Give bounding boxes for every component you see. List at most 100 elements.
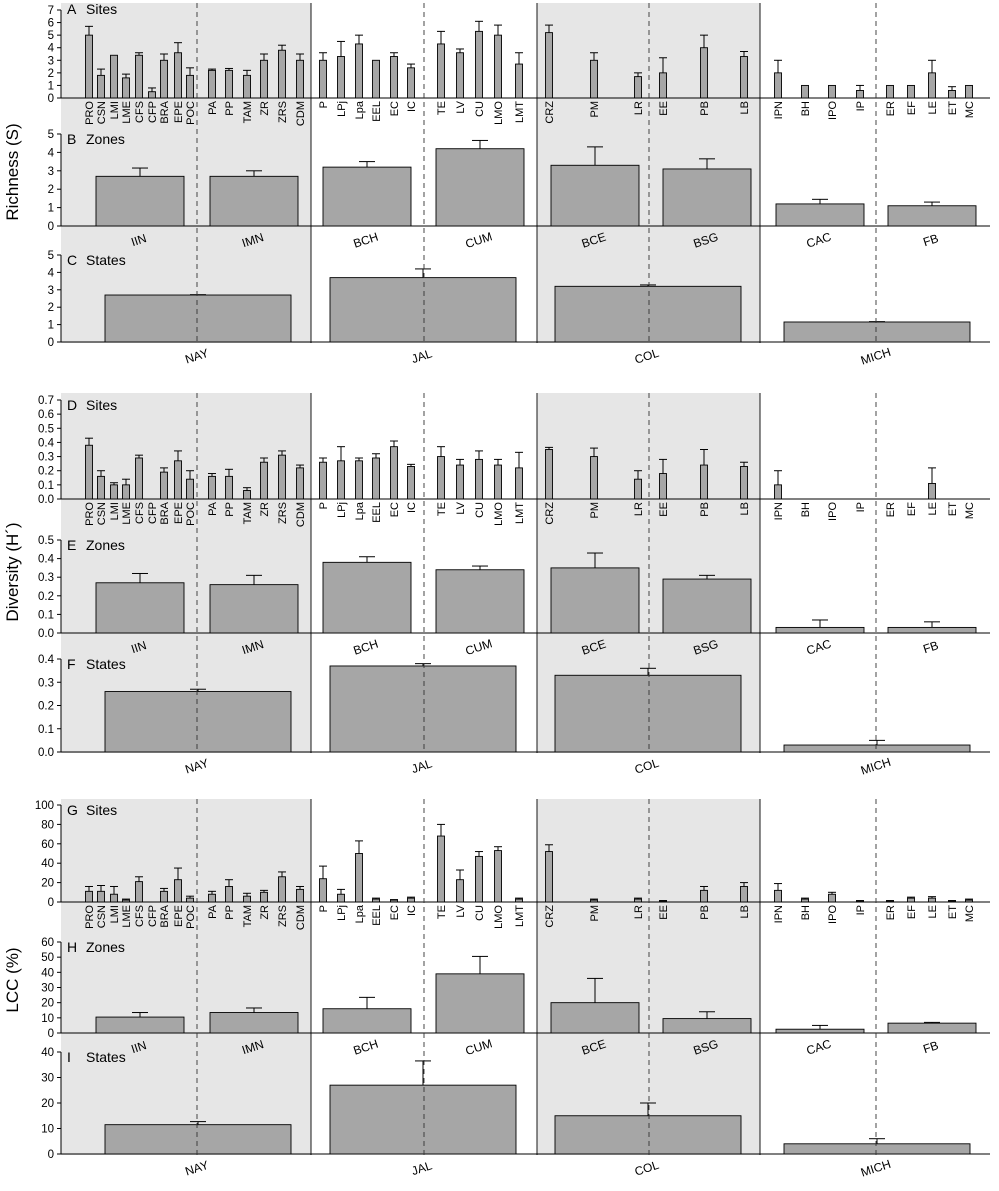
x-tick-label: BH xyxy=(800,502,812,517)
bar xyxy=(209,175,299,227)
shaded-region xyxy=(61,799,311,1155)
x-tick-label: POC xyxy=(185,101,197,125)
x-tick-label: CFS xyxy=(134,502,146,524)
bar xyxy=(948,90,956,99)
x-tick-label: CAC xyxy=(805,230,834,251)
bar xyxy=(740,466,748,500)
bar xyxy=(372,59,380,99)
bar xyxy=(828,893,836,903)
x-tick-label: BRA xyxy=(159,100,171,123)
x-tick-label: LMO xyxy=(493,905,505,929)
y-tick-label: 0.0 xyxy=(38,494,54,506)
bar xyxy=(456,52,464,99)
y-tick-label: 4 xyxy=(48,267,55,279)
x-tick-label: IP xyxy=(855,101,867,111)
x-tick-label: LMT xyxy=(514,502,526,524)
x-tick-label: BCH xyxy=(352,637,380,658)
panel-letter: H xyxy=(67,939,77,955)
x-tick-label: MC xyxy=(964,101,976,118)
y-tick-label: 40 xyxy=(41,858,54,870)
bar xyxy=(322,1008,412,1034)
x-tick-label: LMT xyxy=(514,101,526,123)
bar xyxy=(886,900,894,903)
bar xyxy=(95,175,185,227)
bar xyxy=(407,897,415,903)
y-tick-label: 0 xyxy=(48,93,54,105)
bar xyxy=(700,889,708,903)
x-tick-label: IPO xyxy=(827,101,839,120)
panel-label: Zones xyxy=(86,537,125,553)
x-tick-label: LB xyxy=(739,905,751,918)
bar xyxy=(296,467,304,500)
bar xyxy=(135,54,143,99)
bar xyxy=(243,74,251,99)
x-tick-label: CU xyxy=(474,101,486,117)
x-tick-label: EF xyxy=(906,905,918,919)
bar xyxy=(135,881,143,903)
bar xyxy=(783,321,971,343)
x-tick-label: NAY xyxy=(183,1158,210,1179)
y-tick-label: 50 xyxy=(41,952,54,964)
bar xyxy=(775,203,865,227)
y-tick-label: 20 xyxy=(41,998,54,1010)
bar xyxy=(85,34,93,99)
panel-label: Zones xyxy=(86,131,125,147)
bar xyxy=(590,456,598,500)
bar xyxy=(774,889,782,903)
y-tick-label: 0 xyxy=(48,897,54,909)
x-tick-label: LPj xyxy=(336,502,348,518)
bar xyxy=(775,1028,865,1034)
panel-label: Sites xyxy=(86,802,117,818)
x-tick-label: BRA xyxy=(159,904,171,927)
x-tick-label: TAM xyxy=(242,905,254,927)
bar xyxy=(435,569,525,634)
bar xyxy=(965,899,973,903)
bar xyxy=(104,691,292,753)
x-tick-label: PP xyxy=(224,502,236,517)
x-tick-label: TE xyxy=(436,502,448,516)
bar xyxy=(209,1012,299,1034)
y-tick-label: 2 xyxy=(48,68,54,80)
panel-letter: I xyxy=(67,1049,71,1065)
bar xyxy=(355,460,363,500)
bar xyxy=(948,900,956,903)
bar xyxy=(296,59,304,99)
x-tick-label: EF xyxy=(906,101,918,115)
bar xyxy=(407,67,415,99)
x-tick-label: NAY xyxy=(183,346,210,367)
x-tick-label: IC xyxy=(406,101,418,112)
bar xyxy=(355,853,363,903)
x-tick-label: ZRS xyxy=(277,905,289,927)
bar xyxy=(97,890,105,903)
x-tick-label: LME xyxy=(121,502,133,525)
bar xyxy=(104,1124,292,1155)
y-tick-label: 0.0 xyxy=(38,747,54,759)
x-tick-label: IPN xyxy=(773,905,785,923)
bar xyxy=(435,148,525,227)
bar xyxy=(928,72,936,99)
panel-letter: B xyxy=(67,131,76,147)
bar xyxy=(122,899,130,903)
bar xyxy=(322,166,412,227)
bar xyxy=(965,84,973,99)
y-tick-label: 3 xyxy=(48,166,54,178)
bar xyxy=(174,52,182,99)
x-tick-label: EF xyxy=(906,502,918,516)
y-tick-label: 60 xyxy=(41,937,54,949)
bar xyxy=(186,478,194,500)
bar xyxy=(319,59,327,99)
y-tick-label: 0 xyxy=(48,1028,54,1040)
bar xyxy=(856,900,864,903)
x-tick-label: CU xyxy=(474,502,486,518)
bar xyxy=(160,890,168,903)
x-tick-label: FB xyxy=(921,1038,940,1056)
x-tick-label: NAY xyxy=(183,756,210,777)
bar xyxy=(515,898,523,903)
x-tick-label: CUM xyxy=(464,229,494,251)
x-tick-label: LPj xyxy=(336,905,348,921)
bar xyxy=(122,77,130,99)
x-tick-label: CAC xyxy=(805,637,834,658)
bar xyxy=(456,879,464,903)
x-tick-label: EPE xyxy=(173,502,185,524)
